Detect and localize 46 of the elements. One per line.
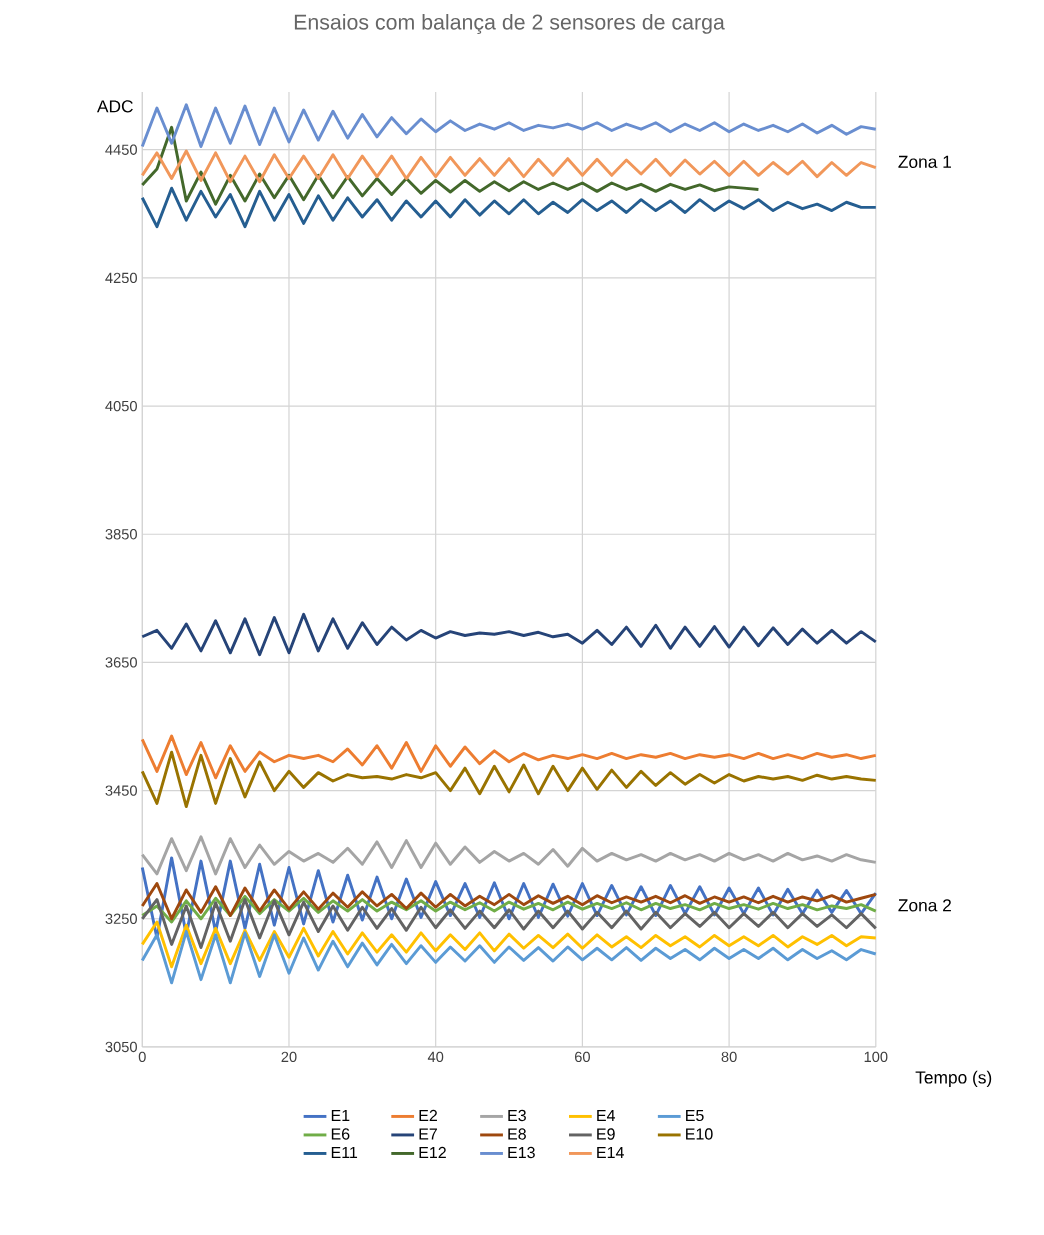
x-tick-label: 20 — [281, 1051, 297, 1063]
legend-label: E13 — [508, 1146, 535, 1159]
line-series — [140, 882, 878, 921]
annotation: Zona 2 — [898, 899, 952, 912]
legend-label: E10 — [686, 1128, 713, 1140]
line-series — [140, 750, 878, 809]
legend-label: E9 — [597, 1128, 615, 1140]
y-tick-label: 3250 — [105, 913, 138, 924]
line-series — [140, 149, 878, 184]
legend-label: E3 — [508, 1109, 527, 1122]
y-tick-label: 4250 — [105, 272, 138, 284]
line-series — [140, 186, 878, 229]
line-series — [140, 835, 878, 876]
legend-label: E5 — [686, 1109, 704, 1122]
line-series — [140, 103, 878, 148]
legend-label: E12 — [419, 1146, 446, 1159]
x-tick-label: 40 — [427, 1051, 444, 1063]
y-tick-label: 4050 — [105, 400, 138, 412]
legend-label: E4 — [597, 1109, 616, 1121]
y-axis-title: ADC — [97, 100, 133, 113]
x-tick-label: 100 — [864, 1051, 888, 1063]
line-series — [140, 898, 878, 950]
y-tick-label: 3450 — [105, 785, 138, 796]
x-tick-label: 0 — [138, 1051, 146, 1063]
legend-label: E11 — [331, 1146, 358, 1158]
x-axis-title: Tempo (s) — [915, 1070, 992, 1088]
y-tick-label: 3050 — [105, 1041, 138, 1053]
legend-label: E1 — [331, 1109, 350, 1121]
x-tick-label: 80 — [721, 1051, 737, 1063]
x-tick-label: 60 — [575, 1051, 591, 1063]
y-tick-label: 4450 — [105, 144, 138, 155]
y-tick-label: 3850 — [105, 529, 138, 540]
y-tick-label: 3650 — [105, 657, 138, 668]
line-series — [140, 734, 878, 780]
legend-label: E2 — [419, 1109, 438, 1122]
line-series — [140, 125, 760, 206]
line-series — [140, 930, 878, 985]
line-series — [140, 612, 878, 657]
legend-label: E6 — [331, 1128, 350, 1140]
legend-label: E7 — [419, 1128, 438, 1140]
line-series — [140, 920, 878, 969]
legend-label: E14 — [597, 1146, 624, 1158]
line-series — [140, 894, 878, 924]
annotation: Zona 1 — [898, 155, 952, 168]
chart-title: Ensaios com balança de 2 sensores de carga — [294, 13, 725, 34]
legend-label: E8 — [508, 1128, 527, 1140]
